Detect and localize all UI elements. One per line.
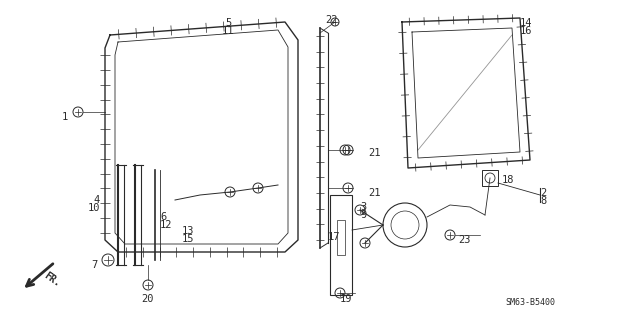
Text: 5: 5 bbox=[225, 18, 231, 28]
Text: 17: 17 bbox=[328, 232, 340, 242]
Text: 19: 19 bbox=[340, 294, 353, 304]
Text: FR.: FR. bbox=[42, 271, 62, 289]
Text: 7: 7 bbox=[92, 260, 98, 270]
Text: 11: 11 bbox=[221, 26, 234, 36]
Text: 22: 22 bbox=[325, 15, 337, 25]
Text: 16: 16 bbox=[520, 26, 532, 36]
Text: 9: 9 bbox=[360, 210, 366, 220]
Text: 13: 13 bbox=[182, 226, 195, 236]
Text: 15: 15 bbox=[182, 234, 195, 244]
Text: 18: 18 bbox=[502, 175, 515, 185]
Text: 8: 8 bbox=[540, 196, 547, 206]
Text: 21: 21 bbox=[368, 148, 381, 158]
Text: 2: 2 bbox=[540, 188, 547, 198]
Text: 4: 4 bbox=[93, 195, 100, 205]
Bar bbox=[482, 170, 498, 186]
Bar bbox=[330, 195, 352, 295]
Text: 14: 14 bbox=[520, 18, 532, 28]
Text: 23: 23 bbox=[458, 235, 470, 245]
Text: 20: 20 bbox=[141, 294, 154, 304]
Text: 6: 6 bbox=[160, 212, 166, 222]
Text: 10: 10 bbox=[88, 203, 100, 213]
Text: 12: 12 bbox=[160, 220, 173, 230]
Text: 3: 3 bbox=[360, 202, 366, 212]
Bar bbox=[337, 220, 345, 255]
Text: 21: 21 bbox=[368, 188, 381, 198]
Text: 1: 1 bbox=[61, 112, 68, 122]
Text: SM63-B5400: SM63-B5400 bbox=[505, 298, 555, 307]
